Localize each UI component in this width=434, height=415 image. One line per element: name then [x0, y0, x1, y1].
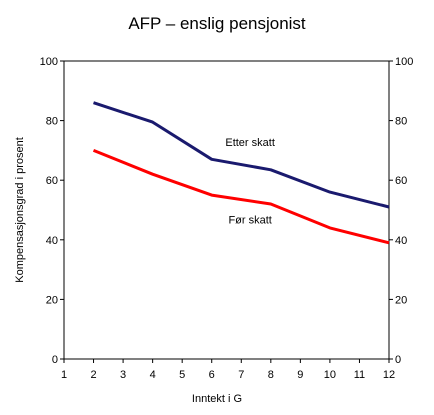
series-line-1	[92, 149, 390, 245]
x-axis-label: Inntekt i G	[191, 393, 243, 405]
y-tick-label-left: 80	[46, 116, 58, 128]
plot-frame	[63, 60, 390, 360]
annotation-label: Etter skatt	[225, 137, 275, 149]
x-tick-label: 2	[90, 369, 96, 381]
x-tick-label: 12	[383, 369, 395, 381]
series-line-0	[93, 101, 390, 209]
x-tick-label: 10	[324, 369, 336, 381]
y-tick-label-right: 100	[395, 56, 413, 68]
x-tick-label: 3	[120, 369, 126, 381]
x-tick-label: 7	[238, 369, 244, 381]
y-tick-label-right: 20	[395, 294, 407, 306]
y-tick-label-right: 80	[395, 116, 407, 128]
x-tick-label: 11	[354, 369, 365, 381]
y-tick-label-left: 60	[46, 175, 58, 187]
y-tick-label-left: 20	[46, 294, 58, 306]
x-tick-label: 1	[61, 369, 67, 381]
y-tick-label-left: 0	[52, 354, 58, 366]
y-tick-label-right: 40	[395, 235, 407, 247]
x-tick-label: 9	[297, 369, 303, 381]
x-tick-label: 6	[209, 369, 215, 381]
annotation-label: Før skatt	[228, 214, 271, 226]
y-tick-label-right: 60	[395, 175, 407, 187]
x-tick-label: 5	[179, 369, 185, 381]
y-tick-label-left: 100	[40, 56, 58, 68]
chart-title: AFP – enslig pensjonist	[128, 14, 306, 33]
y-tick-label-left: 40	[46, 235, 58, 247]
x-tick-label: 8	[268, 369, 274, 381]
x-tick-label: 4	[150, 369, 156, 381]
y-tick-label-right: 0	[395, 354, 401, 366]
